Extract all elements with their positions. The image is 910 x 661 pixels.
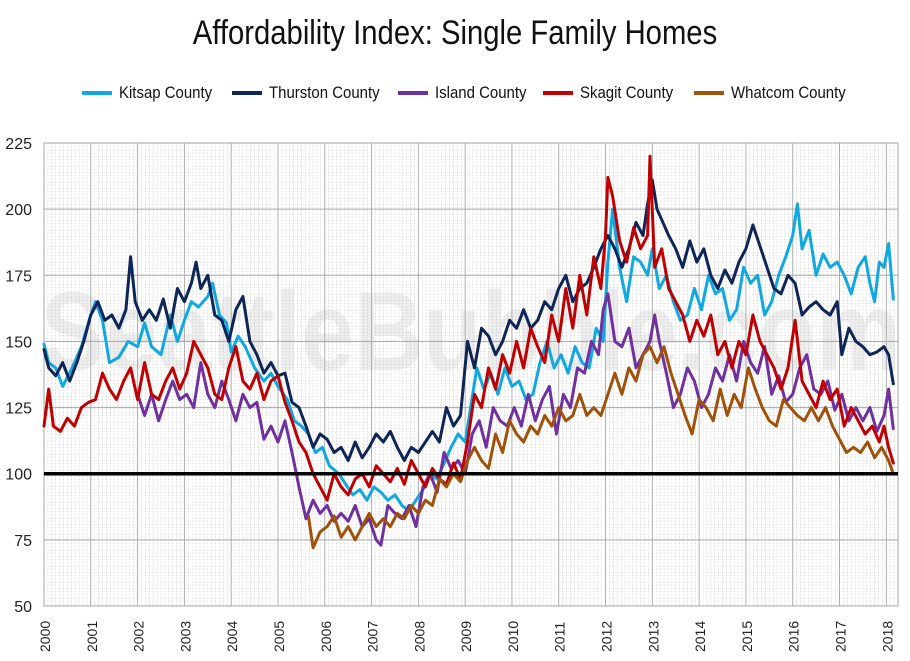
x-tick-label: 2005	[271, 621, 287, 652]
x-tick-label: 2011	[552, 622, 568, 652]
legend-item: Island County	[398, 80, 539, 106]
legend-label: Whatcom County	[731, 83, 846, 102]
x-tick-label: 2018	[879, 621, 895, 652]
plot-border	[43, 142, 899, 607]
legend-label: Thurston County	[269, 83, 380, 102]
x-tick-label: 2010	[505, 621, 521, 652]
x-tick-label: 2001	[84, 621, 100, 652]
y-tick-label: 100	[5, 467, 32, 484]
legend-swatch	[232, 91, 262, 95]
y-tick-label: 225	[5, 136, 32, 153]
y-tick-label: 200	[5, 202, 32, 219]
legend-label: Skagit County	[580, 83, 674, 102]
legend-swatch	[82, 91, 112, 95]
legend-item: Thurston County	[232, 80, 395, 106]
x-tick-label: 2013	[645, 621, 661, 652]
legend-swatch	[543, 91, 573, 95]
legend-item: Skagit County	[543, 80, 686, 106]
series-layer	[42, 154, 895, 550]
series-line-thurston-county	[42, 178, 895, 462]
series-line-whatcom-county	[306, 345, 895, 550]
axes-layer: 50 75 100 125 150 175 200 225 2000 2001 2002 2003 20…	[5, 136, 895, 652]
legend-label: Kitsap County	[119, 83, 213, 102]
series-line-island-county	[136, 292, 895, 547]
x-tick-label: 2004	[224, 621, 240, 652]
y-tick-label: 125	[5, 401, 32, 418]
x-tick-label: 2014	[692, 621, 708, 652]
x-tick-label: 2007	[365, 621, 381, 652]
legend-swatch	[398, 91, 428, 95]
x-tick-label: 2016	[786, 621, 802, 652]
legend-item: Kitsap County	[82, 80, 225, 106]
x-tick-label: 2008	[411, 621, 427, 652]
legend-swatch	[694, 91, 724, 95]
x-tick-label: 2000	[37, 621, 53, 652]
legend-label: Island County	[435, 83, 527, 102]
x-tick-label: 2002	[131, 621, 147, 652]
legend: Kitsap County Thurston County Island Count…	[0, 80, 910, 106]
x-tick-label: 2009	[458, 621, 474, 652]
y-tick-label: 175	[5, 268, 32, 285]
y-tick-label: 150	[5, 334, 32, 351]
x-tick-label: 2003	[177, 621, 193, 652]
y-tick-label: 75	[14, 533, 32, 550]
series-line-skagit-county	[42, 154, 895, 502]
x-tick-label: 2017	[833, 621, 849, 652]
x-tick-label: 2015	[739, 621, 755, 652]
y-tick-label: 50	[14, 599, 32, 616]
x-tick-label: 2012	[599, 621, 615, 652]
chart-title: Affordability Index: Single Family Homes	[192, 14, 718, 52]
x-tick-label: 2006	[318, 621, 334, 652]
legend-item: Whatcom County	[694, 80, 861, 106]
